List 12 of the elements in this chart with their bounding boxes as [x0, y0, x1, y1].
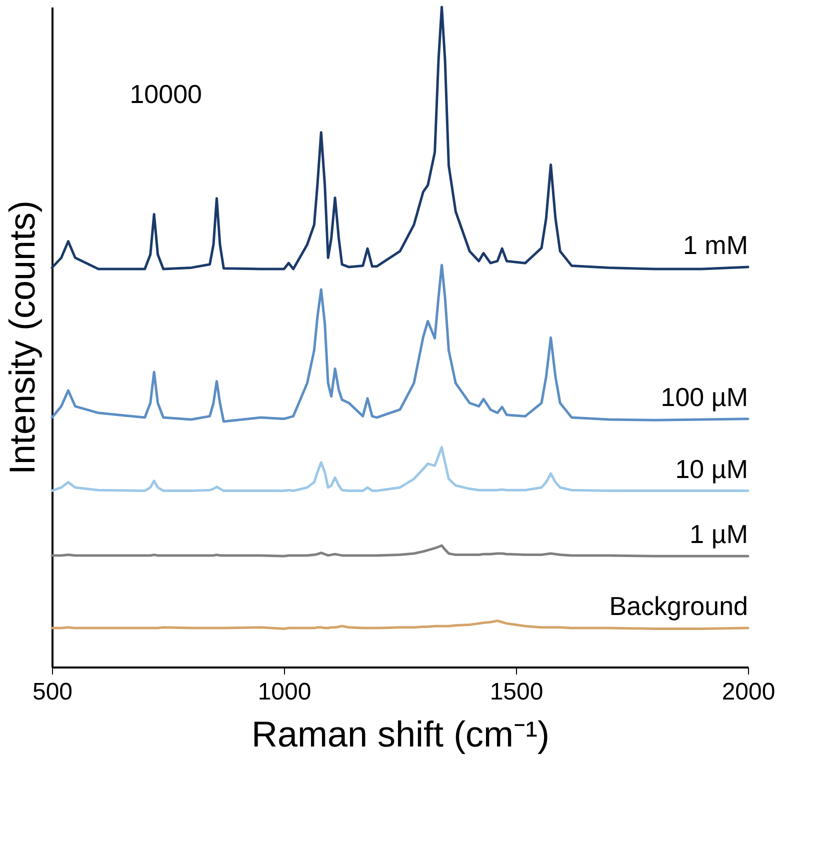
- series-label: 10 µM: [675, 454, 748, 484]
- x-tick-label: 1500: [490, 678, 544, 706]
- series-label: 1 mM: [683, 230, 748, 260]
- x-tick-label: 2000: [722, 678, 776, 706]
- annotation: 10000: [130, 79, 202, 109]
- x-tick-label: 1000: [258, 678, 312, 706]
- y-axis-title: Intensity (counts): [2, 200, 42, 475]
- x-axis-title: Raman shift (cm⁻¹): [251, 714, 550, 754]
- series-label: 1 µM: [690, 519, 748, 550]
- series-label: Background: [609, 591, 748, 622]
- x-tick-label: 500: [32, 678, 73, 706]
- series-label: 100 µM: [660, 382, 748, 412]
